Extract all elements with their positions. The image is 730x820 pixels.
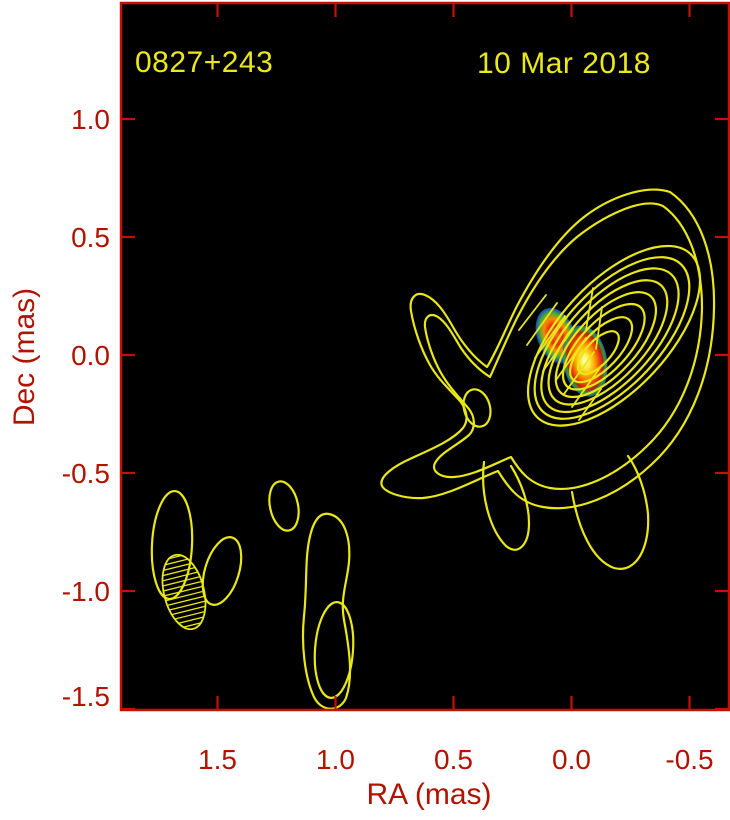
x-axis-title: RA (mas)	[366, 778, 491, 811]
x-tick-label: 1.0	[316, 744, 355, 775]
contour-bean-outer	[301, 512, 352, 710]
beam-hatch-line	[164, 594, 208, 607]
contour-south-loop-b	[482, 460, 531, 551]
beam-hatch-line	[159, 575, 203, 588]
beam-hatch-line	[161, 580, 205, 593]
y-tick-label: -1.0	[62, 576, 110, 607]
contour-blob-tall	[150, 489, 194, 601]
evpa-ticks	[518, 287, 603, 421]
y-tick-label: -1.5	[62, 681, 110, 712]
x-tick-label: 1.5	[198, 744, 237, 775]
plot-frame	[119, 1, 730, 712]
contour-blob-tilted	[201, 536, 243, 606]
epoch-label: 10 Mar 2018	[477, 47, 651, 80]
beam-hatch-line	[158, 570, 202, 583]
beam-hatch-line	[167, 604, 211, 617]
y-axis-title: Dec (mas)	[8, 288, 41, 426]
y-tick-label: 1.0	[71, 104, 110, 135]
x-tick-label: 0.0	[552, 744, 591, 775]
contours-group	[150, 188, 716, 710]
y-tick-label: -0.5	[62, 458, 110, 489]
beam-hatch-line	[162, 585, 206, 597]
y-tick-label: 0.0	[71, 340, 110, 371]
axis-tick-labels: 1.5 1.0 0.5 0.0 -0.5 1.0 0.5 0.0 -0.5 -1.0 -1.5	[62, 104, 714, 775]
x-tick-label: 0.5	[434, 744, 473, 775]
x-tick-label: -0.5	[665, 744, 713, 775]
contour-south-loop-a	[570, 454, 650, 570]
contour-core-levels	[526, 244, 702, 427]
contour-blob-small	[268, 480, 300, 532]
beam-hatch-line	[165, 599, 209, 612]
contour-outer-2	[423, 202, 704, 490]
contour-outer-1	[380, 188, 716, 510]
contour-island	[462, 388, 492, 428]
source-label: 0827+243	[135, 46, 273, 79]
beam-hatch-line	[157, 565, 201, 578]
contour-bean-inner	[313, 600, 355, 700]
y-tick-label: 0.5	[71, 222, 110, 253]
beam-hatch-line	[163, 589, 207, 602]
